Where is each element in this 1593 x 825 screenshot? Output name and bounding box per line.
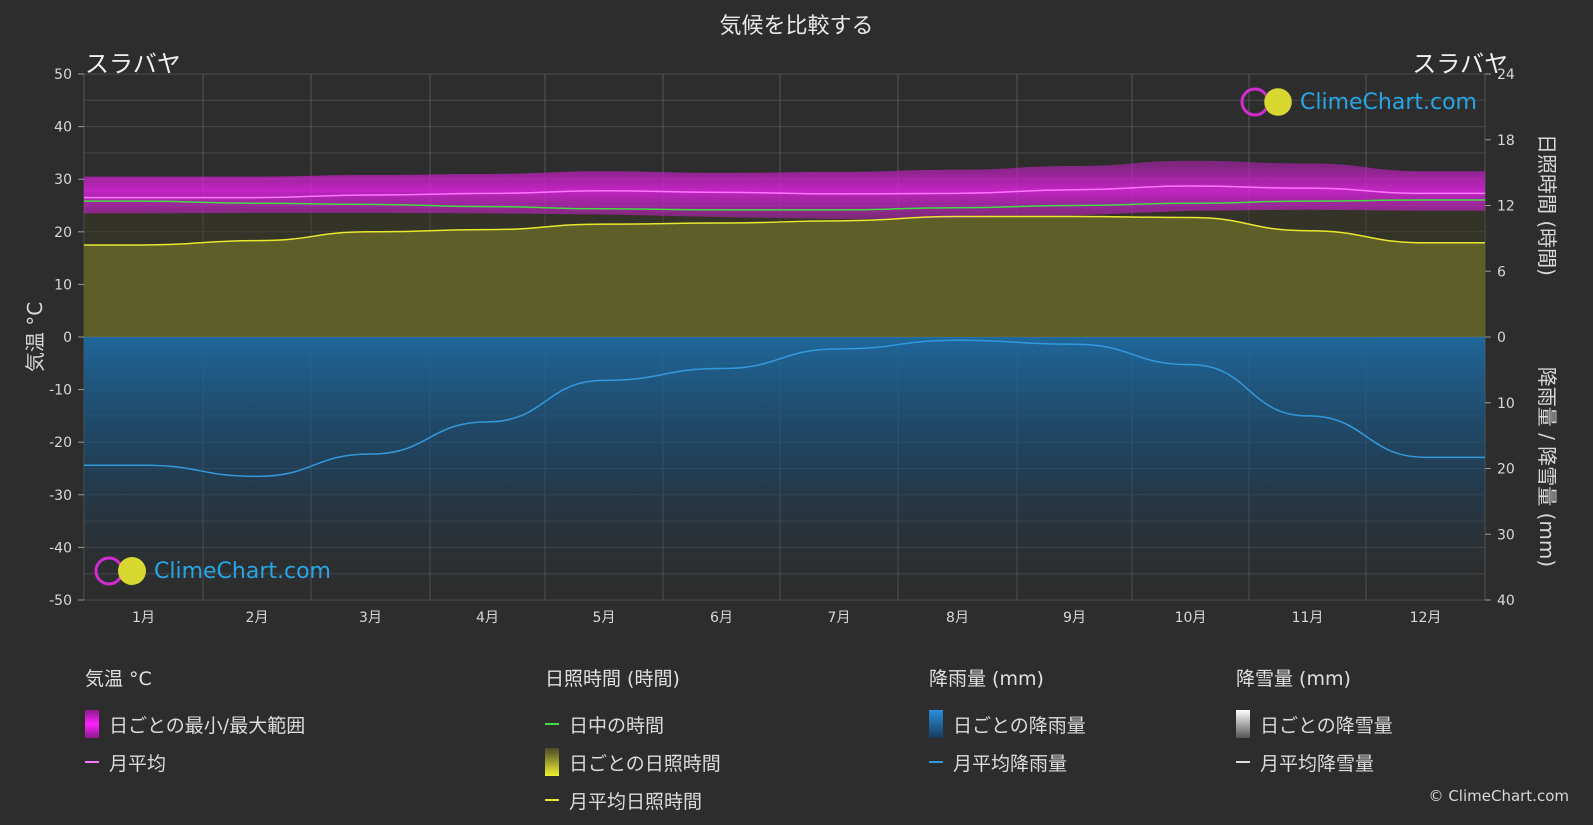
legend-label: 月平均 (109, 752, 167, 775)
y-left-label: 気温 °C (23, 302, 47, 372)
legend-item: 日中の時間 (545, 705, 721, 743)
legend-label: 日ごとの降雨量 (953, 714, 1086, 737)
legend-snow: 降雪量 (mm) 日ごとの降雪量 月平均降雪量 (1236, 664, 1393, 781)
y-right-tick: 12 (1497, 199, 1515, 215)
y-right-tick: 24 (1497, 67, 1515, 83)
location-left: スラバヤ (85, 50, 181, 78)
x-tick-label: 4月 (476, 610, 499, 626)
x-tick-label: 1月 (132, 610, 155, 626)
temp-range-swatch (85, 710, 99, 738)
daylight-swatch (545, 723, 559, 725)
y-right-tick: 40 (1497, 593, 1515, 609)
legend-item: 月平均降雪量 (1236, 743, 1393, 781)
rain-mean-line (84, 339, 1485, 478)
y-left-tick: 20 (54, 225, 72, 241)
legend-header: 降雨量 (mm) (929, 668, 1044, 690)
temp-mean-line (84, 185, 1485, 199)
legend-label: 月平均降雨量 (953, 752, 1068, 775)
legend-item: 月平均日照時間 (545, 781, 721, 819)
climechart-logo-icon (94, 556, 146, 586)
legend-header: 気温 °C (85, 668, 152, 690)
y-right-tick: 10 (1497, 396, 1515, 412)
legend-item: 月平均 (85, 743, 305, 781)
snow-mean-swatch (1236, 761, 1250, 763)
x-tick-label: 3月 (359, 610, 382, 626)
y-right-top-label: 日照時間 (時間) (1535, 134, 1559, 276)
x-tick-label: 10月 (1175, 610, 1207, 626)
sunshine-mean-swatch (545, 799, 559, 801)
x-tick-label: 5月 (593, 610, 616, 626)
logo-text: ClimeChart.com (1300, 89, 1477, 115)
legend-label: 日ごとの日照時間 (569, 752, 721, 775)
y-right-bottom-label: 降雨量 / 降雪量 (mm) (1535, 367, 1559, 567)
x-tick-label: 7月 (828, 610, 851, 626)
legend-label: 月平均降雪量 (1260, 752, 1375, 775)
legend-label: 日中の時間 (569, 714, 665, 737)
y-left-tick: 10 (54, 277, 72, 293)
legend-label: 日ごとの降雪量 (1260, 714, 1393, 737)
legend-item: 日ごとの日照時間 (545, 743, 721, 781)
fills (84, 160, 1485, 600)
rain-area (84, 337, 1485, 600)
legend-temperature: 気温 °C 日ごとの最小/最大範囲 月平均 (85, 664, 305, 781)
y-left-tick: 0 (63, 330, 72, 346)
logo-text: ClimeChart.com (154, 558, 331, 584)
legend-item: 日ごとの最小/最大範囲 (85, 705, 305, 743)
y-left-tick: -50 (49, 593, 72, 609)
y-left-tick: -20 (49, 435, 72, 451)
legend-header: 日照時間 (時間) (545, 668, 680, 690)
daylight-line (84, 199, 1485, 211)
x-tick-label: 8月 (946, 610, 969, 626)
x-tick-label: 6月 (710, 610, 733, 626)
y-left-tick: 30 (54, 172, 72, 188)
y-right-tick: 6 (1497, 264, 1506, 280)
axes: 50 40 30 20 10 0 -10 -20 -30 -40 -50 24 18 12 6 0 10 20 30… (23, 67, 1559, 626)
logo-top[interactable]: ClimeChart.com (1240, 87, 1477, 117)
y-left-tick: 50 (54, 67, 72, 83)
legend-label: 月平均日照時間 (569, 790, 703, 813)
y-left-tick: -40 (49, 540, 72, 556)
legend-sunshine: 日照時間 (時間) 日中の時間 日ごとの日照時間 月平均日照時間 (545, 664, 721, 819)
logo-bottom[interactable]: ClimeChart.com (94, 556, 331, 586)
x-tick-label: 9月 (1063, 610, 1086, 626)
daylight-area (84, 200, 1485, 337)
climechart-logo-icon (1240, 87, 1293, 117)
chart-title: 気候を比較する (719, 14, 874, 39)
copyright: © ClimeChart.com (1428, 787, 1569, 805)
temp-mean-swatch (85, 761, 99, 763)
x-tick-label: 11月 (1292, 610, 1324, 626)
x-tick-label: 12月 (1410, 610, 1442, 626)
y-right-tick: 0 (1497, 330, 1506, 346)
legend-item: 日ごとの降雨量 (929, 705, 1086, 743)
series-lines (84, 185, 1485, 478)
rain-daily-swatch (929, 710, 943, 738)
y-left-tick: -10 (49, 383, 72, 399)
y-left-tick: 40 (54, 120, 72, 136)
legend-label: 日ごとの最小/最大範囲 (109, 714, 306, 737)
legend-item: 月平均降雨量 (929, 743, 1086, 781)
y-right-tick: 30 (1497, 527, 1515, 543)
legend-item: 日ごとの降雪量 (1236, 705, 1393, 743)
sunshine-mean-line (84, 215, 1485, 246)
legend-header: 降雪量 (mm) (1236, 668, 1351, 690)
x-tick-label: 2月 (246, 610, 269, 626)
y-left-tick: -30 (49, 488, 72, 504)
legend-rain: 降雨量 (mm) 日ごとの降雨量 月平均降雨量 (929, 664, 1086, 781)
sunshine-daily-swatch (545, 748, 559, 776)
snow-daily-swatch (1236, 710, 1250, 738)
location-right: スラバヤ (1412, 50, 1508, 78)
rain-mean-swatch (929, 761, 943, 763)
y-right-tick: 20 (1497, 462, 1515, 478)
y-right-tick: 18 (1497, 133, 1515, 149)
